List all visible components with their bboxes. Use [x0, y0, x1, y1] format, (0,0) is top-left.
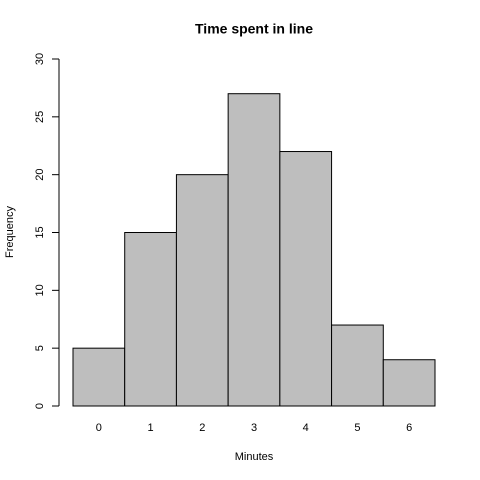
x-tick-label: 6	[406, 422, 412, 434]
x-tick-label: 0	[96, 422, 102, 434]
x-tick-label: 5	[354, 422, 360, 434]
y-tick-label: 10	[34, 284, 46, 296]
bar	[331, 324, 384, 407]
x-tick-label: 4	[303, 422, 309, 434]
bar	[227, 93, 281, 407]
bar	[124, 232, 177, 407]
x-tick-label: 2	[199, 422, 205, 434]
bar	[72, 347, 126, 407]
bar	[279, 151, 333, 407]
x-tick-label: 3	[251, 422, 257, 434]
x-axis-label: Minutes	[235, 451, 274, 463]
y-axis-label: Frequency	[4, 206, 16, 258]
bar	[382, 359, 436, 407]
x-tick-label: 1	[148, 422, 154, 434]
chart-title: Time spent in line	[195, 21, 313, 37]
y-tick-label: 15	[34, 226, 46, 238]
y-tick-label: 0	[34, 403, 46, 409]
y-tick-label: 5	[34, 345, 46, 351]
y-tick-label: 30	[34, 53, 46, 65]
bar	[175, 174, 229, 407]
y-tick-label: 25	[34, 111, 46, 123]
y-tick-label: 20	[34, 169, 46, 181]
